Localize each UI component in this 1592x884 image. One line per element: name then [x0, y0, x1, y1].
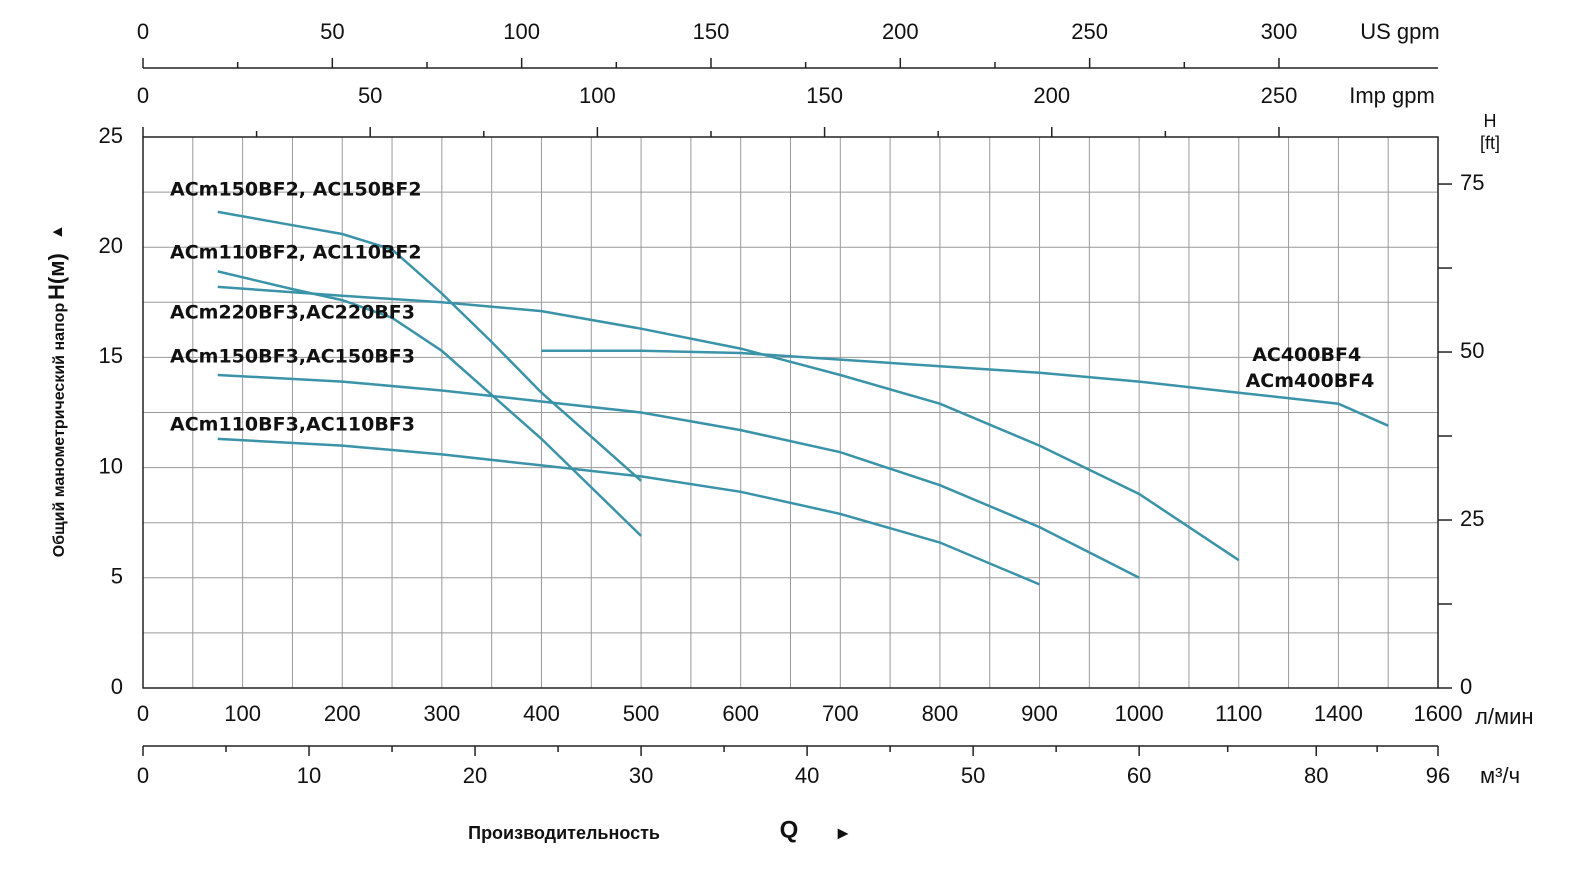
x-tick-label: 0: [137, 701, 149, 726]
curve: [217, 285, 1240, 562]
x-tick-label: 800: [922, 701, 959, 726]
curve: [217, 373, 1140, 579]
axis-tick-label: 50: [358, 83, 382, 108]
x-label-text: Производительность: [468, 823, 660, 843]
x-label-arrow: ►: [834, 823, 852, 843]
x-label-symbol: Q: [780, 816, 799, 843]
x-tick-label: 200: [324, 701, 361, 726]
plot-frame: [142, 136, 1439, 689]
y-tick-label: 0: [111, 674, 123, 699]
y2-label: [ft]: [1480, 133, 1500, 153]
axis-unit: м³/ч: [1480, 763, 1520, 788]
axis-tick-label: 150: [806, 83, 843, 108]
x-tick-label: 1600: [1414, 701, 1463, 726]
axis-tick-label: 100: [503, 19, 540, 44]
axis-tick-label: 200: [1033, 83, 1070, 108]
y-tick-label: 10: [99, 453, 123, 478]
y-tick-label: 5: [111, 564, 123, 589]
y-tick-label: 15: [99, 343, 123, 368]
x-tick-label: 400: [523, 701, 560, 726]
series-label-line: AC400BF4: [1252, 344, 1368, 366]
y-tick-label: 20: [99, 233, 123, 258]
x-tick-label: 1400: [1314, 701, 1363, 726]
series-label: ACm110BF3,AC110BF3: [170, 414, 415, 436]
axis-tick-label: 0: [137, 83, 149, 108]
series-label: ACm150BF2, AC150BF2: [170, 179, 422, 201]
y2-tick-label: 75: [1460, 170, 1484, 195]
axis-tick-label: 300: [1261, 19, 1298, 44]
axis-tick-label: 20: [463, 763, 487, 788]
axis-tick-label: 96: [1426, 763, 1450, 788]
x-tick-label: 600: [722, 701, 759, 726]
y2-tick-label: 50: [1460, 338, 1484, 363]
y2-tick-label: 0: [1460, 674, 1472, 699]
y2-label: H: [1484, 111, 1497, 131]
series-label: AC400BF4 ACm400BF4: [1246, 344, 1375, 392]
axis-tick-label: 200: [882, 19, 919, 44]
axis-tick-label: 10: [297, 763, 321, 788]
axis-tick-label: 150: [693, 19, 730, 44]
axis-tick-label: 50: [961, 763, 985, 788]
series-label: ACm150BF3,AC150BF3: [170, 346, 415, 368]
y-tick-label: 25: [99, 123, 123, 148]
axis-tick-label: 30: [629, 763, 653, 788]
axis-tick-label: 100: [579, 83, 616, 108]
axis-unit: Imp gpm: [1349, 83, 1435, 108]
axis-tick-label: 0: [137, 19, 149, 44]
y2-tick-label: 25: [1460, 506, 1484, 531]
axis-tick-label: 0: [137, 763, 149, 788]
axis-tick-label: 250: [1261, 83, 1298, 108]
curve: [217, 210, 642, 482]
x-tick-label: 300: [423, 701, 460, 726]
axis-tick-label: 80: [1304, 763, 1328, 788]
y-axis-title: Общий манометрический напор H(м) ▲: [44, 224, 69, 557]
axis-unit: US gpm: [1360, 19, 1439, 44]
y-label-arrow: ▲: [49, 224, 66, 240]
series-label: ACm110BF2, AC110BF2: [170, 242, 422, 264]
axis-tick-label: 50: [320, 19, 344, 44]
x-tick-label: 500: [623, 701, 660, 726]
curve: [217, 437, 1040, 586]
axis-tick-label: 40: [795, 763, 819, 788]
x-tick-label: 700: [822, 701, 859, 726]
axis-tick-label: 60: [1127, 763, 1151, 788]
curve: [541, 349, 1389, 427]
x-tick-label: 1100: [1215, 701, 1262, 726]
x-tick-label: 1000: [1115, 701, 1164, 726]
x-tick-label: 100: [224, 701, 261, 726]
x-unit: л/мин: [1475, 704, 1534, 729]
axis-tick-label: 250: [1071, 19, 1108, 44]
series-label: ACm220BF3,AC220BF3: [170, 302, 415, 324]
y-label-text: Общий манометрический напор: [51, 303, 68, 558]
y-label-symbol: H(м): [44, 253, 69, 300]
x-tick-label: 900: [1021, 701, 1058, 726]
series-label-line: ACm400BF4: [1246, 370, 1375, 392]
